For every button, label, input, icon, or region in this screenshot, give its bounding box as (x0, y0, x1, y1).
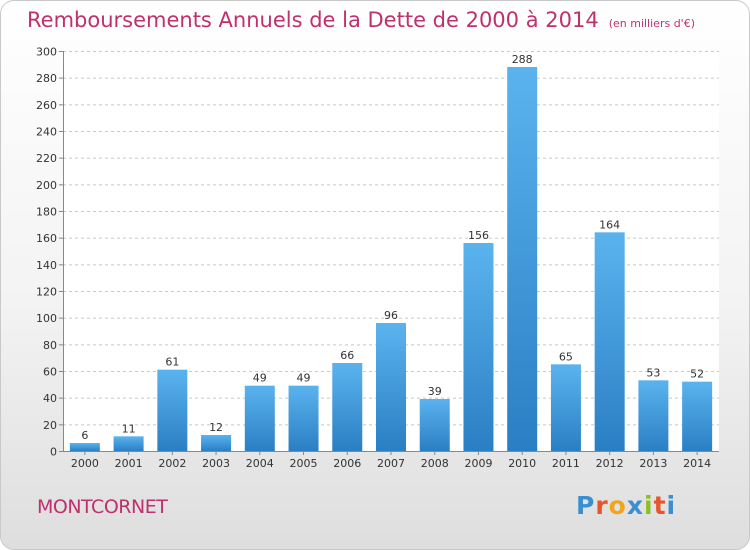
data-label: 96 (384, 309, 398, 322)
bar (69, 443, 100, 451)
x-tick-label: 2013 (639, 457, 667, 470)
logo-letter: P (576, 491, 596, 520)
data-label: 12 (209, 421, 223, 434)
chart-subtitle: (en milliers d'€) (608, 17, 695, 30)
logo-letter: r (595, 491, 609, 520)
y-tick-label: 220 (36, 152, 57, 165)
y-tick-label: 140 (36, 259, 57, 272)
bar (113, 436, 144, 451)
y-tick-label: 180 (36, 206, 57, 219)
bar (201, 435, 232, 451)
bar (550, 364, 581, 451)
y-tick-label: 40 (43, 392, 57, 405)
bar (332, 363, 363, 451)
x-tick-label: 2008 (421, 457, 449, 470)
x-tick-label: 2009 (464, 457, 492, 470)
y-tick-label: 280 (36, 72, 57, 85)
y-tick-label: 240 (36, 126, 57, 139)
bar (507, 67, 538, 451)
y-tick-label: 80 (43, 339, 57, 352)
logo-letter: i (666, 491, 677, 520)
bar (594, 232, 625, 451)
chart-title-text: Remboursements Annuels de la Dette de 20… (27, 8, 599, 32)
chart-title: Remboursements Annuels de la Dette de 20… (27, 8, 695, 32)
logo-letter: o (608, 491, 627, 520)
data-label: 156 (468, 229, 489, 242)
data-label: 61 (165, 356, 179, 369)
y-tick-label: 20 (43, 419, 57, 432)
x-tick-label: 2006 (333, 457, 361, 470)
y-tick-label: 300 (36, 46, 57, 59)
x-tick-label: 2005 (290, 457, 318, 470)
y-tick-label: 160 (36, 232, 57, 245)
bar (463, 243, 494, 451)
bar (244, 385, 275, 451)
data-label: 66 (340, 349, 354, 362)
data-label: 6 (81, 429, 88, 442)
x-tick-label: 2014 (683, 457, 711, 470)
x-tick-label: 2003 (202, 457, 230, 470)
x-tick-label: 2012 (596, 457, 624, 470)
y-tick-label: 100 (36, 312, 57, 325)
data-label: 53 (646, 366, 660, 379)
data-label: 11 (122, 422, 136, 435)
y-tick-label: 120 (36, 286, 57, 299)
y-tick-label: 0 (50, 446, 57, 459)
data-label: 164 (599, 218, 620, 231)
data-label: 39 (428, 385, 442, 398)
bar (288, 385, 319, 451)
bar (157, 369, 188, 451)
logo-letter: x (626, 491, 644, 520)
data-label: 49 (297, 372, 311, 385)
x-tick-label: 2002 (158, 457, 186, 470)
data-label: 52 (690, 368, 704, 381)
bar (638, 380, 669, 451)
x-tick-label: 2001 (115, 457, 143, 470)
bar (376, 323, 406, 451)
x-tick-label: 2011 (552, 457, 580, 470)
y-tick-label: 60 (43, 366, 57, 379)
proxiti-logo: Proxiti (576, 491, 676, 520)
x-tick-label: 2000 (71, 457, 99, 470)
logo-letter: i (644, 491, 654, 520)
bar (682, 381, 713, 451)
bar (419, 399, 450, 451)
data-label: 49 (253, 372, 267, 385)
y-tick-label: 260 (36, 99, 57, 112)
data-label: 288 (512, 53, 533, 66)
logo-letter: t (653, 491, 667, 520)
x-tick-label: 2007 (377, 457, 405, 470)
x-tick-label: 2010 (508, 457, 536, 470)
x-tick-label: 2004 (246, 457, 274, 470)
data-label: 65 (559, 350, 573, 363)
y-tick-label: 200 (36, 179, 57, 192)
commune-name: MONTCORNET (37, 496, 168, 518)
